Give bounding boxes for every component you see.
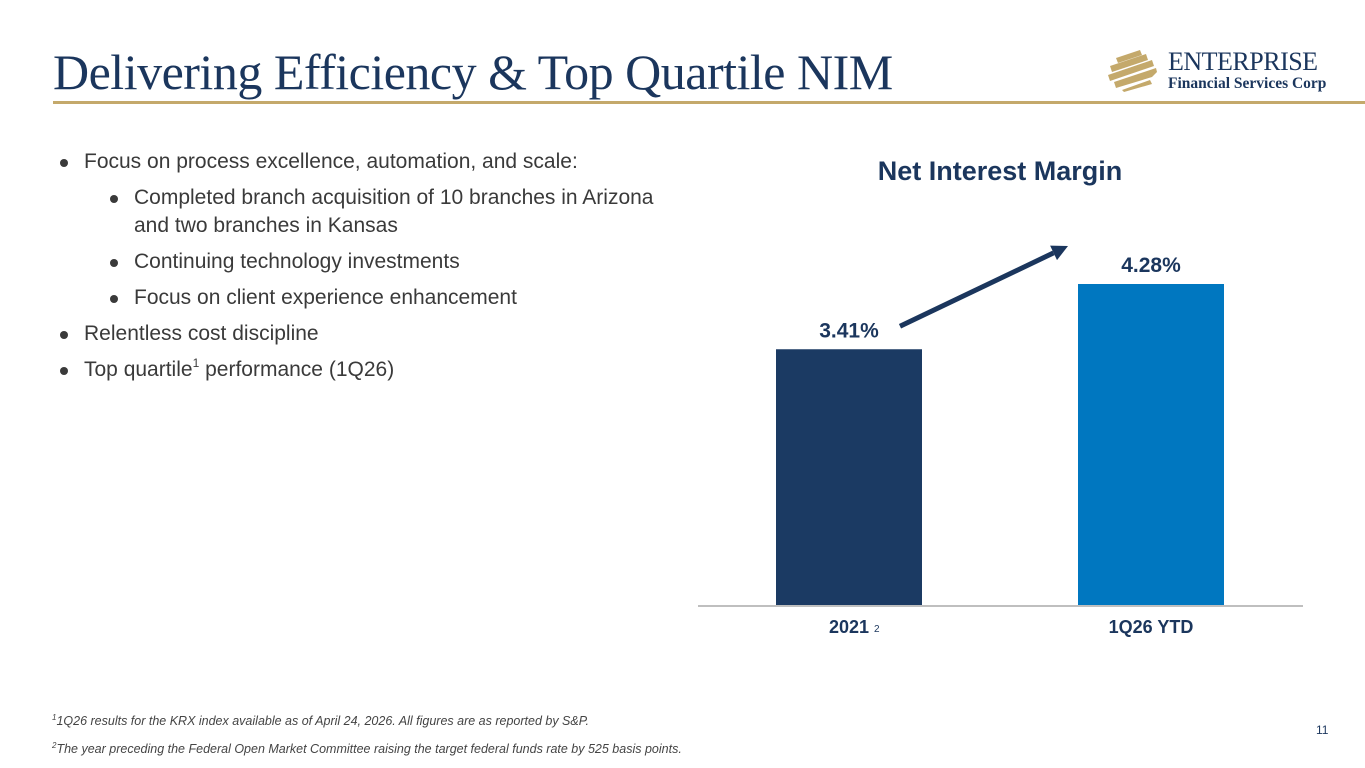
- category-label: 1Q26 YTD: [1109, 617, 1194, 637]
- sub-bullet-item: Focus on client experience enhancement: [108, 284, 698, 312]
- footnote-mark: 1: [52, 713, 57, 722]
- footnote-text: 1Q26 results for the KRX index available…: [56, 714, 589, 729]
- title-underline: [53, 101, 1365, 104]
- page-number: 11: [1316, 723, 1329, 737]
- footnote-mark: 2: [52, 741, 57, 750]
- sub-bullet-item: Continuing technology investments: [108, 248, 698, 276]
- increase-arrow-shaft: [898, 250, 1055, 329]
- bullet-list: Focus on process excellence, automation,…: [58, 148, 698, 392]
- footnote-ref: 1: [192, 356, 200, 370]
- data-label: 4.28%: [1121, 254, 1181, 277]
- company-logo: ENTERPRISE Financial Services Corp: [1106, 47, 1326, 94]
- bullet-item: Relentless cost discipline: [58, 320, 698, 348]
- bar-chart-svg: 3.41% 2021 2 4.28% 1Q26 YTD: [698, 245, 1303, 637]
- increase-arrow-head-icon: [1050, 245, 1068, 261]
- sub-bullet-item: Completed branch acquisition of 10 branc…: [108, 184, 668, 240]
- footnote-text: The year preceding the Federal Open Mark…: [56, 742, 682, 757]
- nim-chart: Net Interest Margin 3.41% 2021 2 4.28% 1Q26 …: [680, 140, 1320, 660]
- category-label: 2021: [829, 617, 869, 637]
- logo-name: ENTERPRISE: [1168, 47, 1318, 76]
- bullet-item: Focus on process excellence, automation,…: [58, 148, 698, 176]
- footnote-2: 2The year preceding the Federal Open Mar…: [52, 741, 682, 756]
- bullet-text: Top quartile: [84, 358, 193, 381]
- category-footnote-ref: 2: [874, 624, 880, 635]
- data-label: 3.41%: [819, 319, 879, 342]
- bullet-item: Top quartile1 performance (1Q26): [58, 356, 698, 384]
- enterprise-stripes-logo-icon: [1108, 50, 1157, 92]
- bar-2021: [776, 349, 922, 605]
- slide-title: Delivering Efficiency & Top Quartile NIM: [53, 44, 893, 100]
- footnote-1: 11Q26 results for the KRX index availabl…: [52, 713, 589, 728]
- chart-title: Net Interest Margin: [877, 156, 1123, 186]
- bar-1q26-ytd: [1078, 284, 1224, 605]
- bullet-text: performance (1Q26): [199, 358, 395, 381]
- logo-subtitle: Financial Services Corp: [1168, 75, 1327, 92]
